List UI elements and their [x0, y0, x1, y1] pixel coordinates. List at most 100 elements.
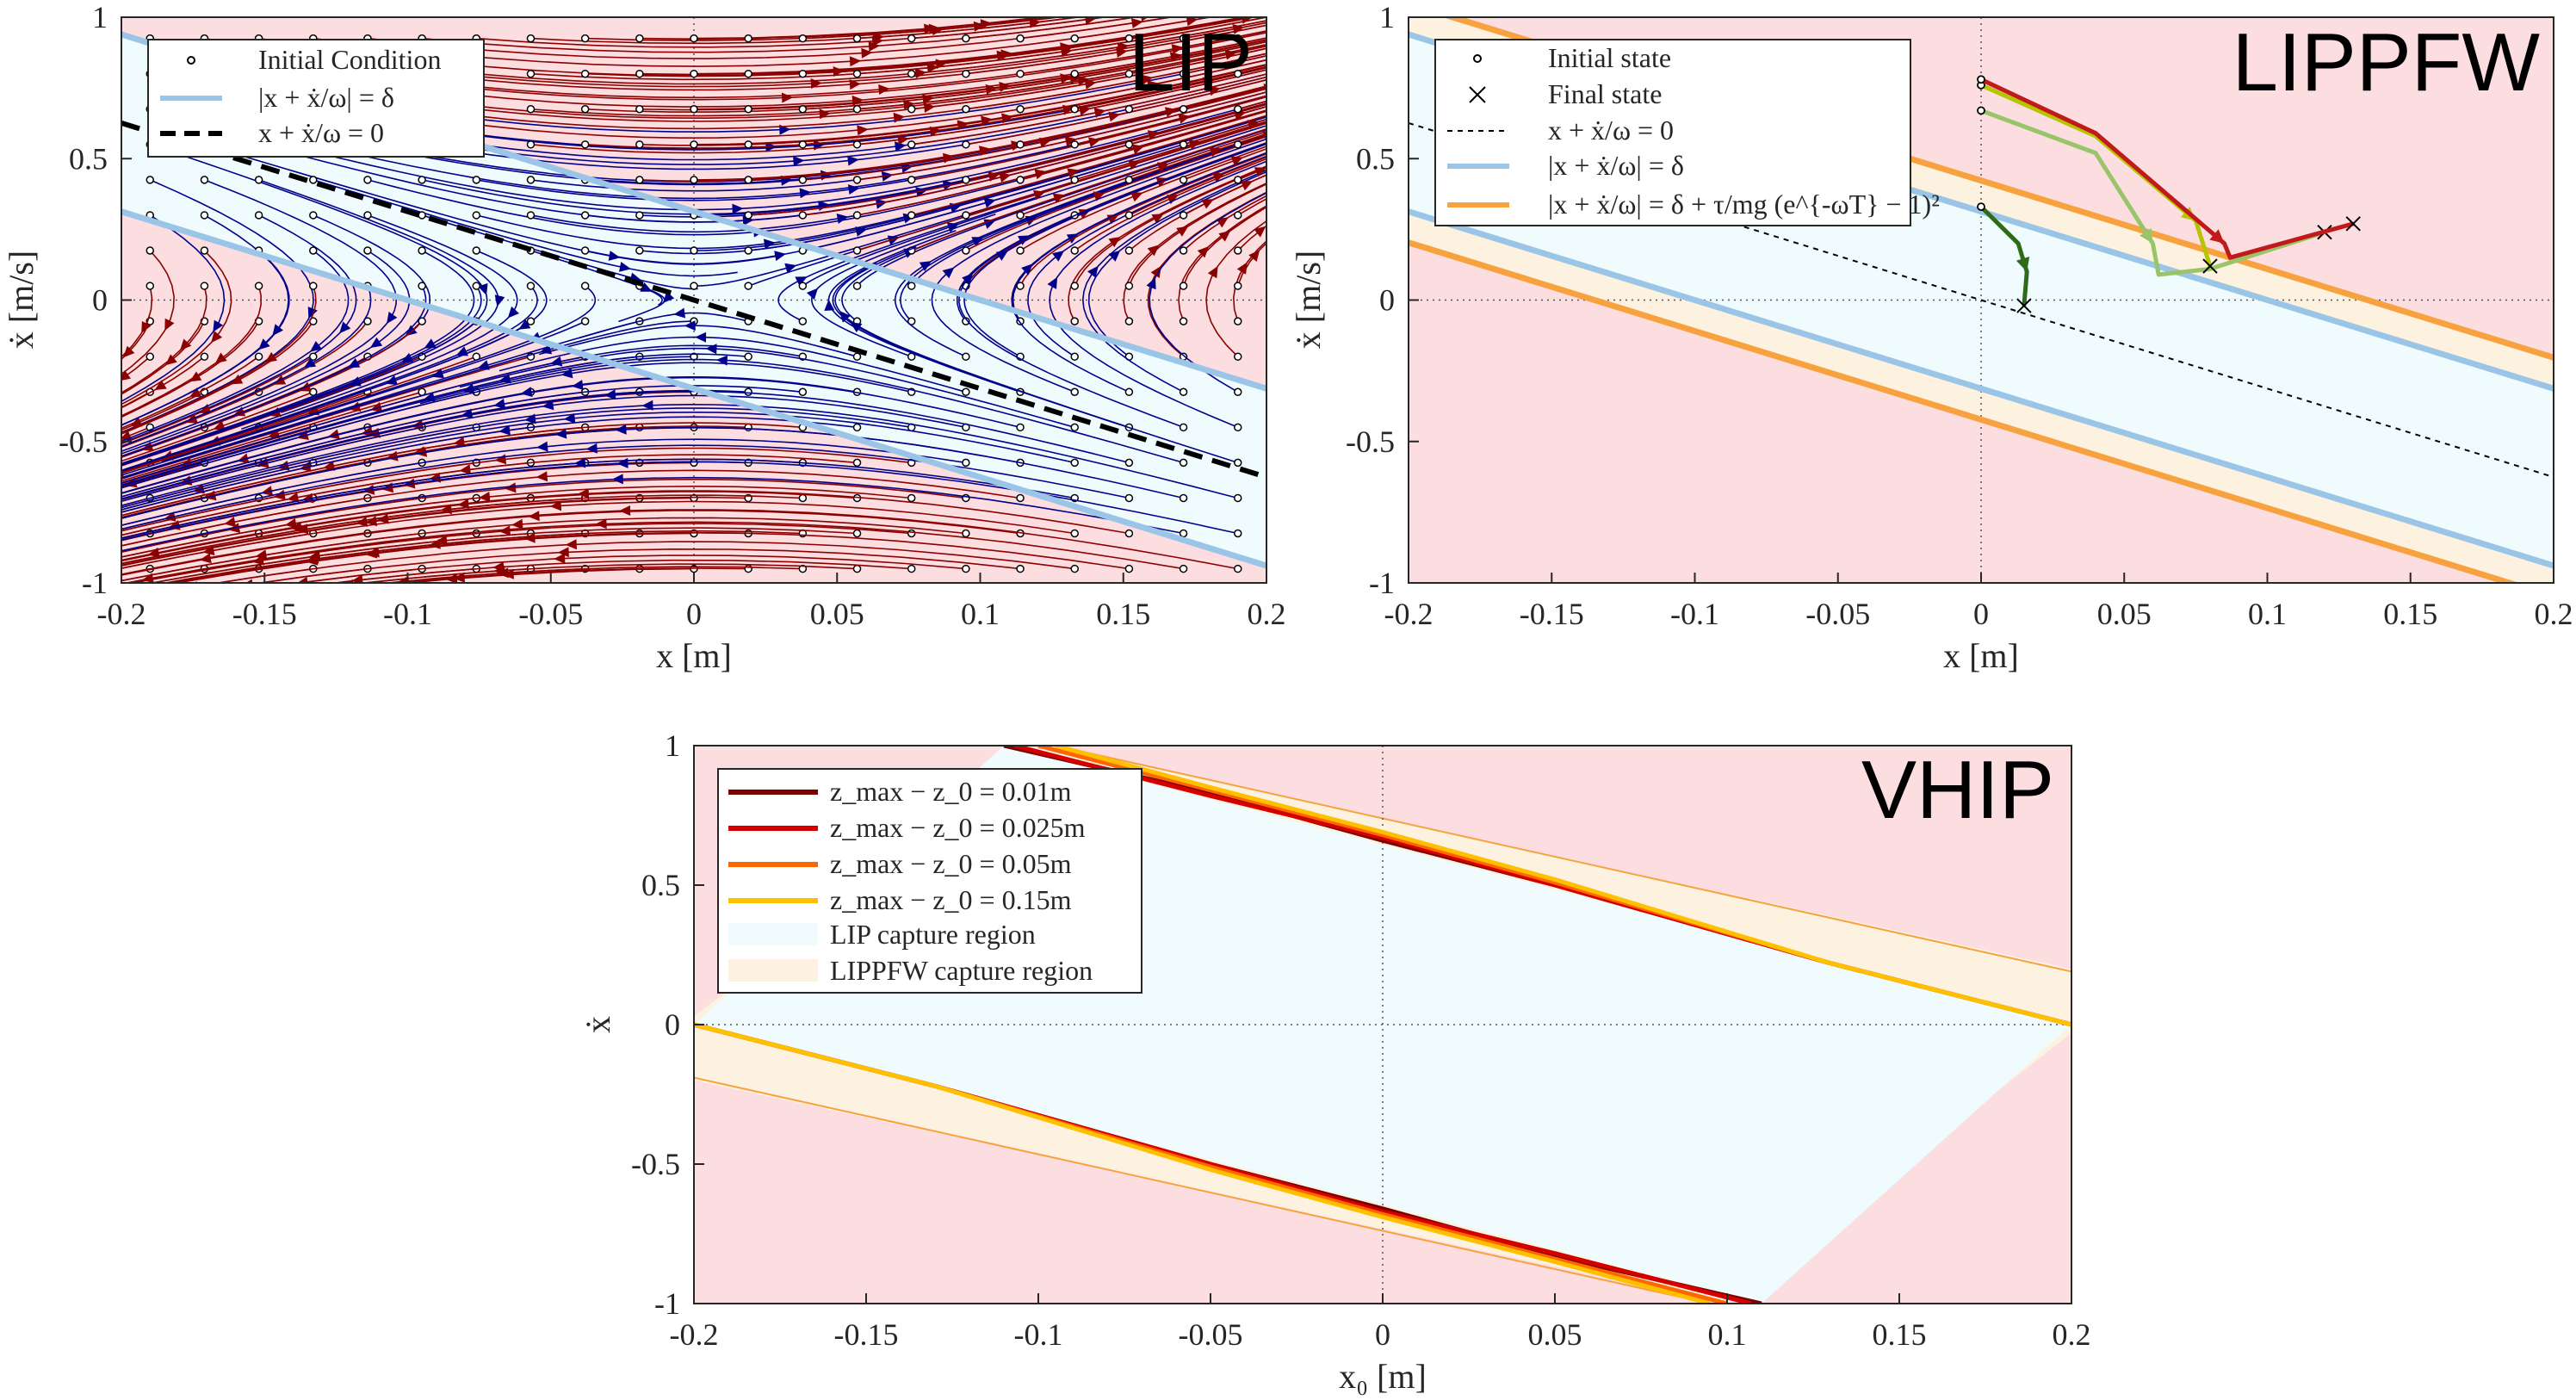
vhip-ytick-label: -0.5: [631, 1147, 680, 1181]
vhip-lippfw-edge-upper: [1055, 746, 2071, 973]
lip-initial-condition-marker: [852, 423, 862, 432]
lip-xtick-label: 0.05: [810, 597, 864, 631]
lip-stable-trajectory: [1027, 155, 1266, 357]
lip-trajectory-arrow: [1240, 181, 1254, 191]
vhip-legend: z_max − z_0 = 0.01m z_max − z_0 = 0.025m…: [717, 768, 1142, 994]
lip-unstable-trajectory: [121, 356, 477, 474]
lip-initial-condition-marker: [798, 317, 808, 325]
lip-stable-trajectory: [121, 385, 803, 498]
lip-trajectory-arrow: [1171, 44, 1184, 54]
lippfw-legend-marker-final: [1469, 86, 1486, 103]
lip-stable-trajectory: [121, 356, 695, 487]
lip-initial-condition-marker: [418, 246, 426, 255]
lip-initial-condition-marker: [744, 282, 752, 290]
lip-trajectory-arrow: [839, 310, 851, 323]
lip-initial-condition-marker: [690, 69, 698, 78]
vhip-ytick-label: 0: [665, 1007, 680, 1042]
lip-trajectory-arrow: [1242, 17, 1253, 24]
lip-unstable-trajectory: [1237, 31, 1266, 40]
lip-initial-condition-marker: [744, 211, 752, 220]
lip-unstable-trajectory: [121, 469, 1021, 547]
lippfw-legend-label-pfw: |x + ẋ/ω| = δ + τ/mg (e^{-ωT} − 1)²: [1548, 189, 1940, 220]
lip-trajectory-arrow: [285, 517, 297, 529]
lippfw-legend-label-dcm: x + ẋ/ω = 0: [1548, 115, 1674, 146]
lip-trajectory-arrow: [1254, 167, 1266, 177]
lip-trajectory-arrow: [453, 437, 466, 448]
lip-stable-trajectory: [121, 407, 912, 509]
lip-trajectory-arrow: [1232, 24, 1245, 34]
lip-trajectory-arrow: [498, 424, 511, 436]
lip-trajectory-arrow: [356, 517, 368, 527]
lip-unstable-trajectory: [476, 17, 1109, 48]
lip-initial-condition-marker: [635, 69, 644, 78]
lip-trajectory-arrow: [611, 474, 623, 485]
lippfw-title: LIPPFW: [2232, 16, 2541, 108]
lippfw-xtick-label: -0.1: [1670, 597, 1719, 631]
lip-stable-trajectory: [150, 100, 1266, 211]
lip-unstable-trajectory: [121, 517, 966, 582]
lip-xtick-label: 0.15: [1096, 597, 1150, 631]
lip-initial-condition-marker: [1070, 317, 1079, 325]
vhip-legend-label-5: LIPPFW capture region: [830, 955, 1093, 986]
lip-xtick-label: -0.15: [232, 597, 297, 631]
lip-trajectory-arrow: [213, 319, 224, 332]
lip-initial-condition-marker: [1179, 423, 1188, 432]
lip-trajectory-arrow: [1262, 131, 1266, 141]
lip-initial-condition-marker: [309, 387, 318, 397]
lip-initial-condition-marker: [1124, 387, 1134, 397]
lip-initial-condition-marker: [798, 493, 808, 503]
lip-initial-condition-marker: [254, 211, 263, 220]
lip-trajectory-arrow: [400, 352, 414, 362]
lip-initial-condition-marker: [798, 282, 808, 290]
lip-initial-condition-marker: [200, 352, 209, 361]
lip-initial-condition-marker: [690, 282, 698, 290]
lip-initial-condition-marker: [1124, 211, 1134, 220]
lip-ytick-label: -0.5: [59, 424, 108, 459]
lip-trajectory-arrow: [1146, 277, 1156, 290]
lip-initial-condition-marker: [852, 69, 862, 78]
lip-trajectory-arrow: [214, 352, 227, 364]
lip-trajectory-arrow: [455, 346, 468, 356]
lip-trajectory-arrow: [619, 262, 631, 272]
lip-trajectory-arrow: [1279, 47, 1291, 58]
lip-initial-condition-marker: [798, 176, 808, 184]
lip-stable-trajectory: [693, 180, 1075, 287]
lip-trajectory-arrow: [1088, 137, 1101, 148]
lip-unstable-trajectory: [1205, 220, 1266, 357]
lip-trajectory-arrow: [102, 407, 115, 417]
lip-stable-trajectory: [121, 416, 858, 513]
lip-trajectory-arrow: [1108, 237, 1121, 248]
lip-trajectory-arrow: [1212, 172, 1225, 183]
lip-stable-trajectory: [121, 214, 226, 402]
lip-trajectory-arrow: [983, 198, 996, 208]
lip-trajectory-arrow: [847, 184, 860, 195]
lip-stable-trajectory: [538, 325, 858, 357]
lip-stable-trajectory: [121, 320, 531, 472]
lip-unstable-trajectory: [121, 485, 912, 558]
lip-unstable-trajectory: [121, 320, 423, 458]
lip-unstable-trajectory: [148, 527, 858, 583]
lip-initial-condition-marker: [1234, 493, 1242, 503]
lip-trajectory-arrow: [663, 291, 675, 303]
lippfw-ytick-label: -1: [1369, 566, 1395, 600]
lip-trajectory-arrow: [705, 344, 717, 355]
lip-unstable-trajectory: [162, 530, 803, 583]
lip-initial-condition-marker: [1124, 69, 1134, 78]
lip-trajectory-arrow: [1033, 189, 1046, 201]
lip-trajectory-arrow: [1248, 250, 1260, 262]
lip-initial-condition-marker: [690, 246, 698, 255]
lip-initial-condition-marker: [962, 176, 970, 184]
lip-stable-trajectory: [121, 285, 538, 472]
lip-unstable-trajectory: [121, 250, 232, 406]
lippfw-trajectory-1: [1980, 108, 2325, 277]
lip-unstable-trajectory: [911, 127, 1266, 251]
vhip-panel: -0.2 -0.15 -0.1 -0.05 0 0.05 0.1 0.15 0.2 -1 -0.5 0…: [579, 728, 2091, 1396]
lip-trajectory-arrow: [264, 351, 277, 363]
lip-unstable-trajectory: [1183, 54, 1266, 75]
lip-initial-condition-marker: [1070, 140, 1079, 149]
lippfw-ylabel: ẋ [m/s]: [1289, 251, 1328, 349]
lip-initial-condition-marker: [146, 176, 154, 184]
lip-unstable-trajectory: [121, 391, 205, 431]
lip-trajectory-arrow: [498, 525, 511, 536]
lip-initial-condition-marker: [1124, 105, 1134, 114]
